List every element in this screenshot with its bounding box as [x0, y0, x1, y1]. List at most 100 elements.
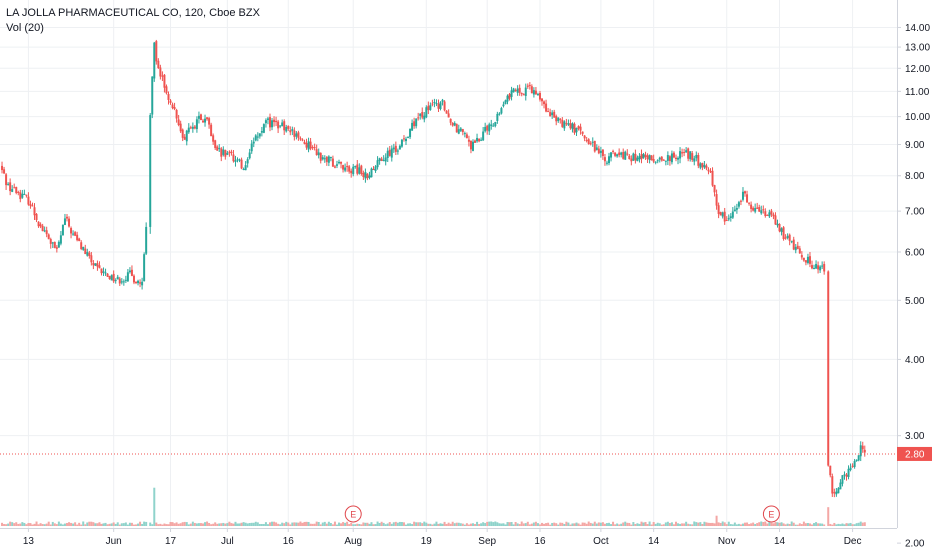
volume-bar	[831, 524, 834, 526]
candle-body	[488, 124, 491, 132]
candle-body	[163, 74, 166, 88]
candle-body	[344, 167, 347, 171]
candle-body	[143, 254, 146, 282]
candle-body	[106, 273, 109, 277]
volume-indicator-label[interactable]: Vol (20)	[6, 22, 44, 34]
volume-bar	[449, 523, 452, 526]
candle-body	[768, 212, 771, 217]
candle-body	[608, 156, 610, 164]
candle-body	[821, 265, 824, 267]
candle-body	[271, 120, 274, 128]
candle-body	[165, 86, 168, 94]
price-axis-bg	[897, 0, 932, 550]
time-tick-label: Jun	[106, 536, 122, 547]
candle-body	[3, 169, 6, 174]
candle-body	[457, 129, 460, 134]
candle-body	[658, 157, 661, 160]
candle-body	[439, 102, 442, 110]
candle-body	[648, 154, 651, 160]
candle-body	[283, 121, 286, 131]
volume-bar	[731, 524, 734, 526]
volume-bar	[553, 522, 556, 526]
volume-bar	[510, 522, 513, 526]
candle-body	[804, 260, 807, 263]
candle-body	[331, 158, 334, 167]
volume-bar	[557, 524, 560, 526]
volume-bar	[51, 521, 54, 526]
volume-bar	[92, 522, 95, 526]
volume-bar	[504, 524, 507, 526]
volume-bar	[589, 522, 592, 526]
volume-bar	[658, 523, 661, 526]
candle-body	[63, 218, 66, 225]
earnings-marker-icon[interactable]	[344, 505, 362, 523]
candle-body	[701, 162, 704, 168]
candle-body	[57, 241, 60, 248]
candle-body	[17, 191, 20, 193]
volume-bar	[463, 524, 466, 526]
candle-body	[741, 191, 744, 200]
volume-bar	[839, 524, 842, 526]
candle-body	[13, 187, 16, 189]
candle-body	[68, 218, 71, 227]
volume-bar	[266, 524, 269, 526]
price-axis[interactable]: 14.00 13.00 12.00 11.00 10.00 9.00 8.00 7.00 6.0…	[897, 0, 932, 550]
candle-body	[512, 88, 515, 93]
candle-body	[526, 85, 529, 87]
volume-bar	[145, 521, 148, 526]
candle-body	[279, 125, 282, 127]
symbol-title[interactable]: LA JOLLA PHARMACEUTICAL CO, 120, Cboe BZ…	[6, 7, 260, 19]
time-tick-label: Oct	[593, 536, 609, 547]
volume-bar	[9, 521, 12, 526]
volume-bar	[197, 523, 200, 526]
volume-bar	[687, 523, 690, 526]
volume-bar	[248, 523, 251, 526]
volume-bar	[683, 523, 686, 526]
volume-bar	[484, 523, 487, 526]
volume-bar	[581, 522, 584, 526]
volume-bar	[567, 522, 570, 526]
candle-body	[735, 207, 738, 210]
volume-bar	[159, 523, 162, 526]
candle-body	[839, 482, 842, 490]
candle-body	[577, 126, 580, 129]
volume-bar	[705, 522, 708, 526]
price-tick-label: 14.00	[905, 23, 930, 34]
earnings-marker-icon[interactable]	[762, 505, 780, 523]
candle-body	[80, 242, 83, 249]
volume-bar	[601, 522, 604, 526]
volume-bar	[768, 522, 771, 526]
volume-bar	[569, 524, 572, 526]
candle-body	[595, 147, 598, 150]
volume-bar	[595, 523, 598, 526]
candle-body	[145, 226, 148, 254]
volume-bar	[725, 524, 728, 526]
time-axis[interactable]: 13 Jun 17 Jul 16 Aug 19 Sep 16 Oct 14 Nov 14 Dec	[0, 528, 897, 550]
candle-body	[447, 113, 450, 118]
candle-body	[538, 92, 541, 100]
volume-bar	[441, 523, 444, 526]
volume-bar	[262, 524, 265, 526]
candle-body	[496, 113, 499, 121]
candle-body	[672, 152, 675, 158]
candle-body	[256, 136, 259, 138]
candle-body	[374, 166, 377, 172]
candle-body	[384, 157, 387, 162]
candle-body	[636, 157, 639, 162]
candle-body	[301, 139, 304, 141]
candle-body	[423, 115, 426, 120]
candle-body	[835, 491, 838, 495]
price-tick-label: 3.00	[905, 431, 925, 442]
volume-bar	[228, 521, 231, 526]
candle-body	[476, 137, 479, 142]
volume-bar	[457, 522, 460, 526]
volume-bar	[100, 523, 103, 526]
candle-body	[776, 223, 779, 226]
candle-body	[102, 271, 105, 273]
volume-bar	[608, 522, 610, 526]
volume-bar	[297, 522, 300, 526]
volume-bar	[431, 524, 434, 526]
volume-bar	[583, 522, 586, 526]
candle-body	[240, 159, 243, 169]
